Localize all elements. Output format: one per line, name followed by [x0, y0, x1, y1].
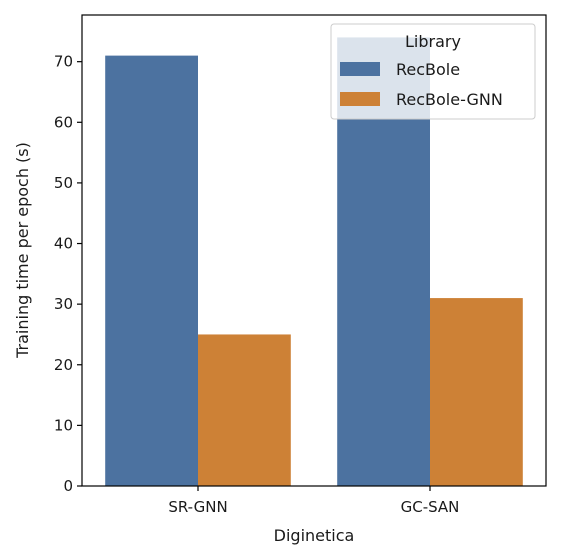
- y-tick-label: 20: [54, 356, 73, 374]
- y-tick-label: 50: [54, 174, 73, 192]
- y-tick-label: 0: [63, 477, 73, 495]
- y-tick-label: 10: [54, 416, 73, 434]
- plot-frame: [81, 14, 547, 487]
- y-tick-label: 40: [54, 235, 73, 253]
- y-tick-label: 30: [54, 295, 73, 313]
- legend-swatch-recbole-gnn: [340, 92, 380, 106]
- legend-title: Library: [405, 32, 461, 51]
- legend-swatch-recbole: [340, 62, 380, 76]
- legend-label-recbole-gnn: RecBole-GNN: [396, 90, 503, 109]
- bar-recbole-gnn-sr-gnn: [198, 334, 291, 486]
- y-axis: 0 10 20 30 40 50 60 70: [54, 53, 82, 495]
- x-axis-label: Diginetica: [274, 526, 355, 545]
- legend: Library RecBole RecBole-GNN: [330, 23, 536, 120]
- y-axis-label: Training time per epoch (s): [13, 142, 32, 359]
- legend-label-recbole: RecBole: [396, 60, 460, 79]
- bar-recbole-gnn-gc-san: [430, 298, 523, 486]
- y-tick-label: 70: [54, 53, 73, 71]
- bar-recbole-sr-gnn: [105, 55, 198, 487]
- y-tick-label: 60: [54, 113, 73, 131]
- x-tick-label: SR-GNN: [168, 498, 227, 516]
- legend-box: [330, 23, 536, 120]
- x-axis: SR-GNN GC-SAN: [168, 486, 459, 516]
- x-tick-label: GC-SAN: [401, 498, 460, 516]
